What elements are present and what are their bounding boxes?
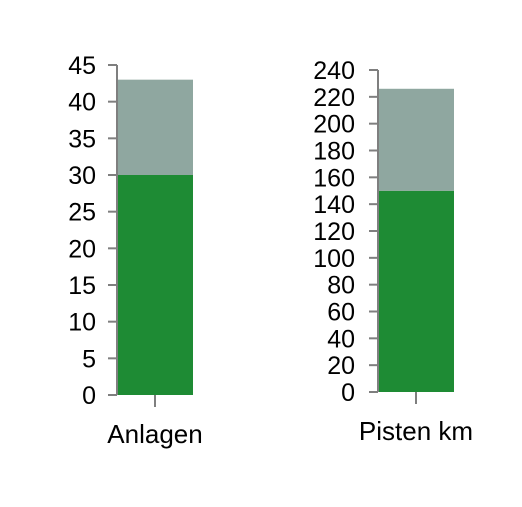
pisten-km-y-tick-label: 220 — [313, 84, 355, 112]
pisten-km-y-tick-label: 160 — [313, 164, 355, 192]
pisten-km-bar-segment-2 — [378, 88, 454, 191]
anlagen-y-tick-label: 10 — [68, 309, 96, 337]
anlagen-chart: 0 5 10 15 20 25 30 35 40 45 Anlagen — [68, 52, 203, 449]
pisten-km-y-tick-label: 100 — [313, 245, 355, 273]
anlagen-bar-segment-1 — [117, 175, 193, 395]
pisten-km-y-tick-label: 240 — [313, 57, 355, 85]
anlagen-category-label: Anlagen — [107, 419, 202, 449]
pisten-km-y-tick-label: 40 — [327, 325, 355, 353]
anlagen-y-tick-label: 40 — [68, 89, 96, 117]
anlagen-y-tick-label: 35 — [68, 125, 96, 153]
anlagen-y-tick-label: 25 — [68, 199, 96, 227]
pisten-km-y-tick-label: 60 — [327, 299, 355, 327]
pisten-km-y-tick-label: 20 — [327, 352, 355, 380]
pisten-km-y-tick-label: 120 — [313, 218, 355, 246]
pisten-km-y-tick-label: 0 — [341, 379, 355, 407]
anlagen-bar-segment-2 — [117, 79, 193, 175]
anlagen-y-tick-label: 30 — [68, 162, 96, 190]
anlagen-y-tick-label: 5 — [82, 345, 96, 373]
pisten-km-bar-segment-1 — [378, 190, 454, 392]
pisten-km-y-tick-label: 80 — [327, 272, 355, 300]
anlagen-y-tick-label: 0 — [82, 382, 96, 410]
pisten-km-y-tick-label: 180 — [313, 138, 355, 166]
pisten-km-y-tick-label: 140 — [313, 191, 355, 219]
pisten-km-category-label: Pisten km — [359, 416, 473, 446]
anlagen-y-tick-label: 45 — [68, 52, 96, 80]
pisten-km-y-tick-label: 200 — [313, 111, 355, 139]
anlagen-y-tick-label: 15 — [68, 272, 96, 300]
anlagen-y-tick-label: 20 — [68, 235, 96, 263]
